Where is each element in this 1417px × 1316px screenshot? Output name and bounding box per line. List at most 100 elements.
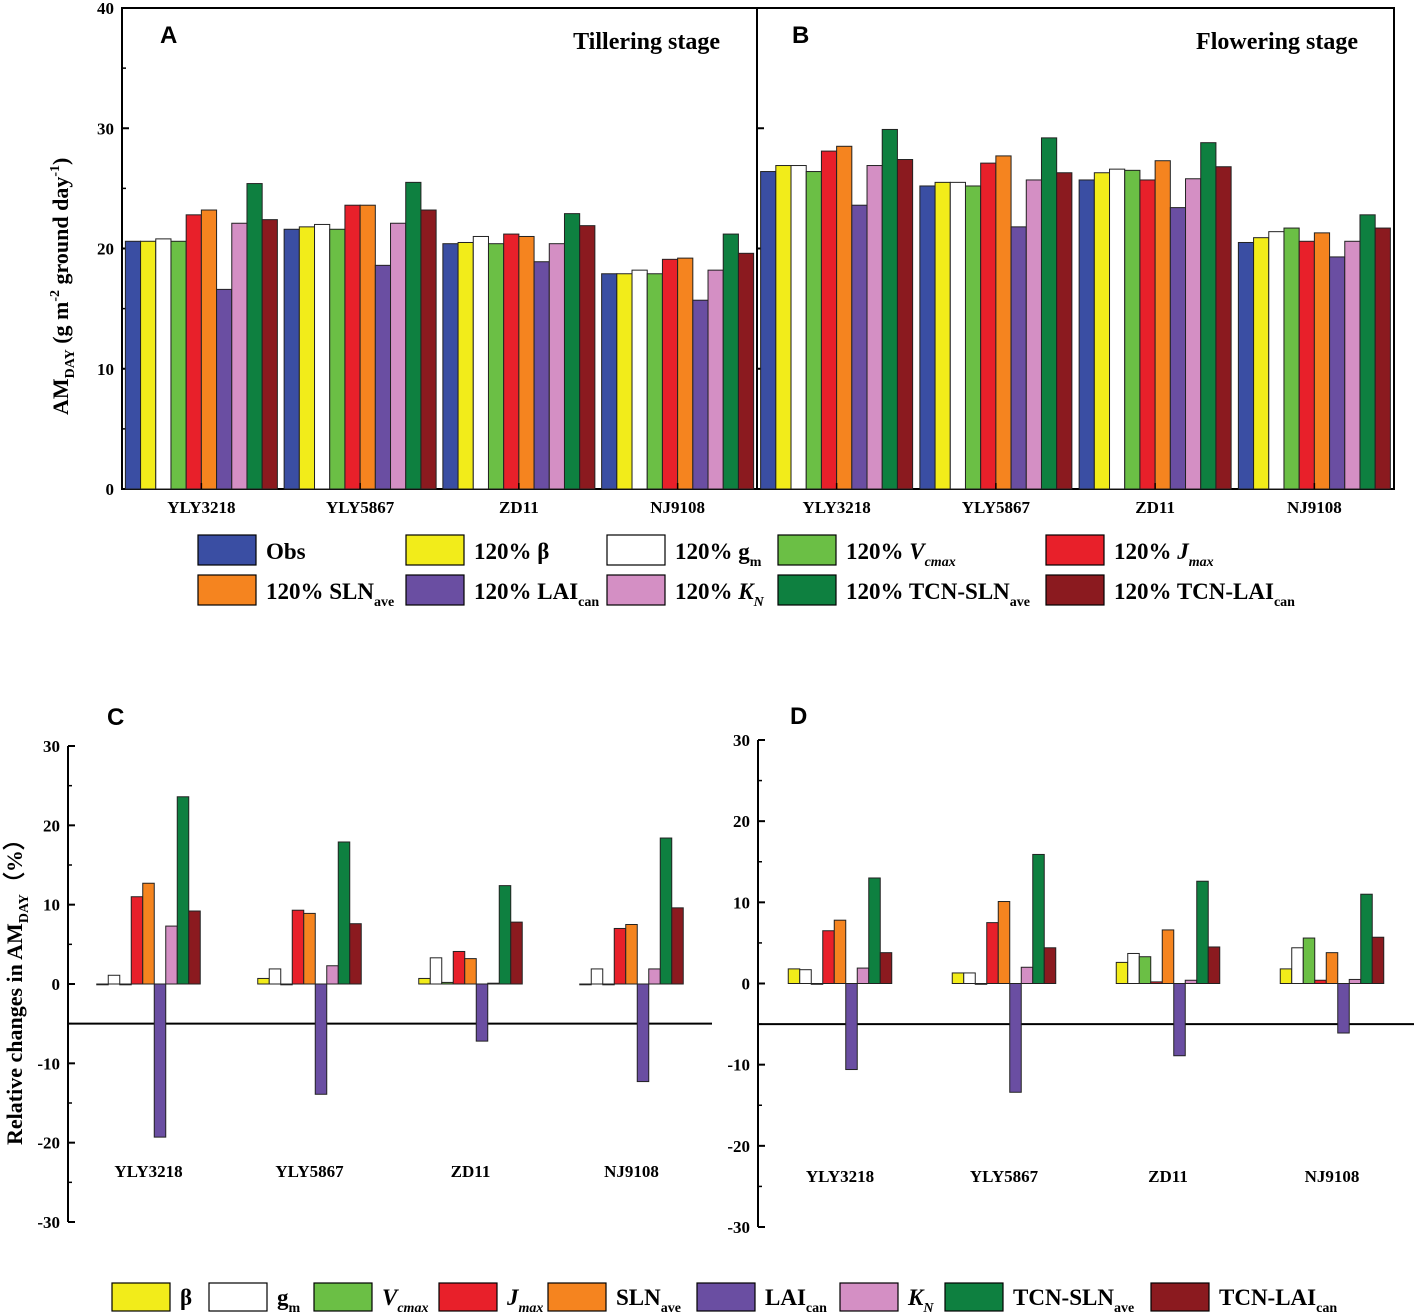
bar-120-jmax-zd11	[503, 233, 520, 490]
bar-120-tcn-laican-yly3218	[261, 219, 278, 490]
legend-swatch-lai	[696, 1282, 756, 1312]
panel-title: Flowering stage	[1196, 29, 1358, 55]
legend-label-jmax: 120% Jmax	[1114, 539, 1214, 570]
bar-120-zd11	[1093, 172, 1111, 490]
bar-120-kn-nj9108	[707, 269, 724, 490]
bar-obs-nj9108	[601, 273, 618, 490]
bar-tcn-laican-yly3218	[188, 910, 201, 985]
x-category-label: YLY5867	[275, 1162, 344, 1181]
y-tick-label: -10	[37, 1054, 60, 1073]
bar--zd11	[1115, 961, 1129, 984]
bar-tcn-laican-nj9108	[1371, 936, 1385, 984]
bar-obs-nj9108	[1237, 241, 1255, 490]
legend-label-gm: 120% gm	[675, 539, 762, 570]
panel-letter: B	[792, 22, 809, 49]
y-tick-label: 30	[43, 737, 60, 756]
bar-gm-zd11	[1127, 952, 1140, 984]
bar-jmax-zd11	[452, 950, 466, 985]
bar-120-laican-nj9108	[1329, 256, 1346, 490]
x-category-label: NJ9108	[1287, 498, 1342, 517]
bar-120-tcn-slnave-yly5867	[1040, 137, 1058, 490]
bar-120-slnave-yly5867	[995, 155, 1012, 490]
legend-label-lai: 120% LAIcan	[474, 579, 599, 610]
bar-vcmax-zd11	[441, 981, 454, 985]
legend-label-obs: Obs	[266, 539, 306, 564]
bar-120-slnave-zd11	[518, 235, 535, 490]
bar-obs-yly3218	[760, 171, 777, 490]
bar-120-slnave-yly3218	[836, 145, 853, 490]
x-category-label: NJ9108	[1305, 1167, 1360, 1186]
legend-label-gm: gm	[277, 1285, 301, 1316]
panel-letter: D	[790, 703, 807, 730]
bar-120-gm-nj9108	[631, 269, 648, 490]
bar-gm-yly5867	[268, 968, 282, 985]
bar-120-vcmax-zd11	[487, 243, 505, 490]
bar-120-laican-nj9108	[692, 299, 709, 490]
legend-swatch-tcnlai	[1150, 1282, 1210, 1312]
legend-label-lai: LAIcan	[765, 1285, 827, 1316]
bar-120-slnave-nj9108	[677, 257, 694, 490]
bar-gm-nj9108	[1291, 947, 1304, 985]
bar--nj9108	[1279, 968, 1293, 985]
top-y-axis-label: AMDAY (g m-2 ground day-1)	[48, 158, 78, 415]
bar-slnave-zd11	[464, 958, 477, 985]
x-category-label: ZD11	[1135, 498, 1175, 517]
bar-120-jmax-zd11	[1139, 179, 1156, 490]
panel-title: Tillering stage	[573, 29, 720, 55]
x-category-label: NJ9108	[650, 498, 705, 517]
bar-120-tcn-slnave-nj9108	[1359, 214, 1376, 490]
bar-vcmax-nj9108	[1302, 937, 1316, 985]
bar-obs-yly5867	[283, 228, 300, 490]
bar-120-tcn-laican-yly5867	[420, 209, 437, 490]
bar-120-zd11	[457, 241, 474, 490]
bar-tcn-slnave-nj9108	[1360, 893, 1373, 985]
bar-tcn-laican-yly5867	[349, 923, 362, 985]
bar-120-kn-yly5867	[1025, 179, 1042, 490]
legend-swatch-kn	[839, 1282, 899, 1312]
bar-120-kn-yly3218	[231, 222, 248, 490]
bar-120-vcmax-yly3218	[805, 171, 822, 490]
bar-120-tcn-slnave-yly3218	[881, 128, 898, 490]
bar-120-vcmax-zd11	[1124, 169, 1141, 490]
bar-120-laican-yly5867	[374, 264, 392, 490]
bar--yly3218	[787, 968, 801, 985]
bar-120-kn-yly5867	[390, 222, 407, 490]
x-category-label: YLY5867	[962, 498, 1031, 517]
legend-swatch-tcnlai	[1045, 574, 1105, 606]
bar-120-vcmax-yly5867	[964, 185, 982, 490]
bar-obs-yly3218	[124, 240, 142, 490]
legend-swatch-jmax	[438, 1282, 498, 1312]
bar-120-jmax-yly3218	[820, 150, 838, 490]
bar-slnave-yly3218	[833, 919, 847, 985]
bar-vcmax-zd11	[1138, 956, 1152, 985]
bar-120-kn-zd11	[548, 243, 565, 490]
panel-c-relative-tillering: -30 -20 -10 0 10 20 30 YLY3218 YLY5867 ZD11 NJ9108…	[37, 704, 712, 1232]
legend-bottom: β gm Vcmax Jmax SLNave LAIcan KN TCN-SLNave TCN-…	[111, 1282, 1337, 1316]
y-tick-label: 10	[733, 893, 750, 912]
bar-120-laican-yly5867	[1010, 226, 1027, 490]
bar-tcn-slnave-nj9108	[659, 837, 673, 985]
bar-120-jmax-nj9108	[661, 258, 679, 490]
bar-120-tcn-slnave-zd11	[563, 213, 581, 490]
legend-top: Obs 120% β 120% gm 120% Vcmax 120% Jmax 120% …	[197, 534, 1295, 610]
bar--yly3218	[96, 983, 109, 986]
bar-jmax-nj9108	[1314, 979, 1327, 985]
legend-swatch-kn	[606, 574, 666, 606]
y-tick-label: 20	[97, 240, 114, 259]
bar-120-vcmax-yly3218	[170, 240, 187, 490]
bar--zd11	[418, 977, 431, 985]
bar-slnave-nj9108	[625, 924, 638, 985]
legend-item-obs: Obs	[197, 534, 306, 566]
y-tick-label: 0	[742, 975, 751, 994]
bar-tcn-slnave-zd11	[1196, 880, 1209, 984]
bar-120-laican-yly3218	[216, 288, 233, 490]
bar-tcn-laican-yly5867	[1043, 947, 1057, 985]
bar-kn-nj9108	[648, 968, 661, 985]
x-category-label: YLY3218	[167, 498, 235, 517]
bar-laican-nj9108	[636, 983, 650, 1083]
legend-item-tcnlai: 120% TCN-LAIcan	[1045, 574, 1295, 610]
bar-120-tcn-laican-zd11	[1215, 166, 1232, 490]
y-tick-label: 0	[52, 975, 61, 994]
bar-120-gm-zd11	[1109, 168, 1126, 490]
